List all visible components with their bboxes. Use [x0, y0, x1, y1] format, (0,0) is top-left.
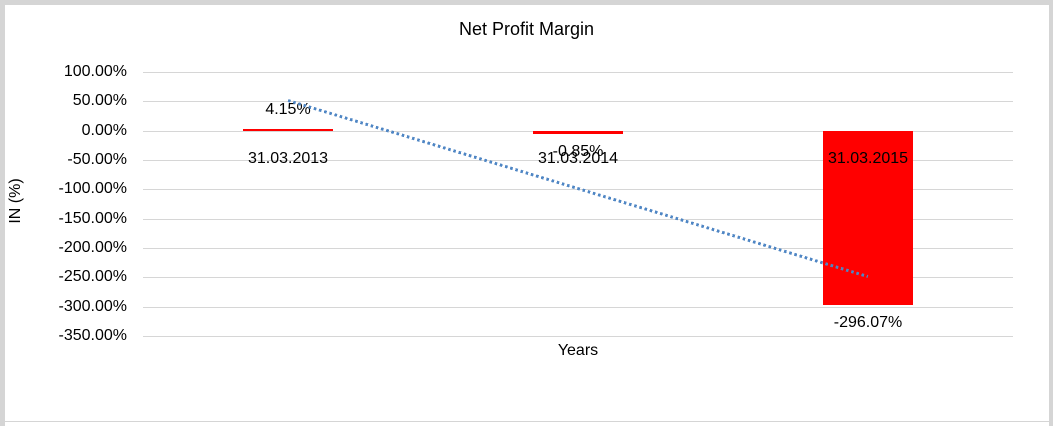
y-tick-label: -350.00%	[58, 327, 128, 344]
frame-left-border	[0, 0, 5, 426]
data-label: -0.85%	[552, 142, 604, 160]
data-label: -296.07%	[833, 313, 903, 331]
bar-31.03.2014	[533, 131, 623, 134]
gridline	[143, 306, 1013, 308]
y-tick-label: 0.00%	[81, 121, 127, 139]
category-label: 31.03.2013	[247, 150, 329, 168]
gridline	[143, 160, 1013, 161]
y-tick-label: -100.00%	[58, 180, 128, 198]
bar-31.03.2013	[243, 128, 333, 132]
y-tick-label: -250.00%	[58, 268, 128, 286]
gridline	[143, 101, 1013, 103]
category-label: 31.03.2014	[537, 150, 619, 168]
chart-title: Net Profit Margin	[458, 19, 595, 39]
gridline	[143, 72, 1013, 73]
y-tick-label: -150.00%	[58, 209, 128, 227]
y-tick-label: 50.00%	[72, 92, 127, 110]
y-tick-label: -200.00%	[58, 239, 128, 256]
gridline	[143, 218, 1013, 220]
gridline	[143, 336, 1013, 337]
gridline	[143, 277, 1013, 279]
data-label: 4.15%	[265, 100, 311, 118]
y-tick-label: -50.00%	[67, 151, 127, 168]
frame-top-border	[0, 0, 1053, 5]
frame-bottom-border	[5, 421, 1049, 422]
category-label: 31.03.2015	[827, 150, 909, 168]
y-tick-label: -300.00%	[58, 297, 128, 315]
frame-right-border	[1049, 0, 1053, 426]
y-tick-label: 100.00%	[63, 63, 127, 80]
gridline	[143, 248, 1013, 249]
x-axis-title: Years	[557, 342, 599, 359]
